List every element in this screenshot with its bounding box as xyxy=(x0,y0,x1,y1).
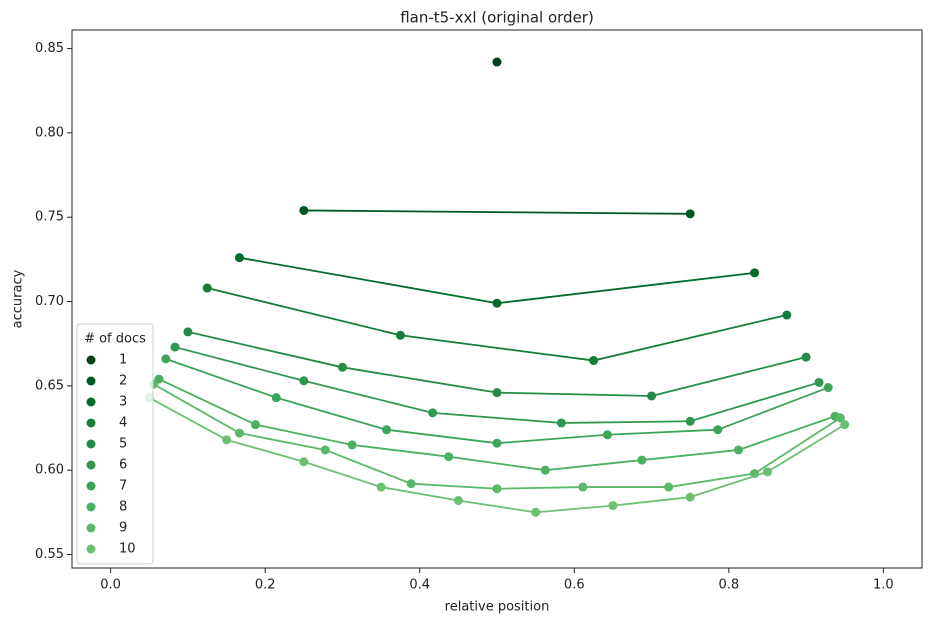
marker xyxy=(202,283,212,293)
marker xyxy=(492,438,502,448)
legend-label: 9 xyxy=(119,521,127,536)
marker xyxy=(664,482,674,492)
series-line xyxy=(207,287,787,362)
marker xyxy=(161,354,171,364)
legend-marker xyxy=(86,418,96,428)
marker xyxy=(299,376,309,386)
y-axis-label: accuracy xyxy=(11,269,26,328)
series-line xyxy=(174,346,820,424)
marker xyxy=(685,209,695,219)
legend-label: 2 xyxy=(119,374,127,389)
marker xyxy=(183,327,193,337)
legend-label: 7 xyxy=(119,479,127,494)
series-line xyxy=(148,396,846,514)
marker xyxy=(823,383,833,393)
marker xyxy=(347,440,357,450)
legend-marker xyxy=(86,376,96,386)
y-tick-label: 0.75 xyxy=(35,210,64,225)
marker xyxy=(685,492,695,502)
marker xyxy=(382,425,392,435)
marker xyxy=(251,420,261,430)
marker xyxy=(556,418,566,428)
x-axis-label: relative position xyxy=(445,600,550,615)
legend-label: 8 xyxy=(119,500,127,515)
legend-label: 6 xyxy=(119,458,127,473)
marker xyxy=(395,330,405,340)
y-tick-label: 0.60 xyxy=(35,463,64,478)
marker xyxy=(234,253,244,263)
marker xyxy=(782,310,792,320)
marker xyxy=(444,452,454,462)
x-tick-label: 0.8 xyxy=(718,578,739,593)
y-tick-label: 0.70 xyxy=(35,294,64,309)
legend-label: 1 xyxy=(119,353,127,368)
marker xyxy=(299,205,309,215)
marker xyxy=(814,377,824,387)
marker xyxy=(531,507,541,517)
marker xyxy=(540,465,550,475)
legend-marker xyxy=(86,544,96,554)
series-line xyxy=(303,209,691,215)
x-tick-label: 0.4 xyxy=(409,578,430,593)
x-tick-label: 0.2 xyxy=(255,578,276,593)
legend-marker xyxy=(86,502,96,512)
marker xyxy=(647,391,657,401)
legend-label: 4 xyxy=(119,416,127,431)
marker xyxy=(234,428,244,438)
marker xyxy=(428,408,438,418)
marker xyxy=(750,268,760,278)
legend-marker xyxy=(86,481,96,491)
y-tick-label: 0.80 xyxy=(35,125,64,140)
marker xyxy=(453,496,463,506)
legend-box xyxy=(76,323,154,565)
marker xyxy=(492,57,502,67)
marker xyxy=(733,445,743,455)
x-tick-label: 0.0 xyxy=(100,578,121,593)
marker xyxy=(271,393,281,403)
legend-marker xyxy=(86,355,96,365)
x-tick-label: 1.0 xyxy=(873,578,894,593)
marker xyxy=(320,445,330,455)
marker xyxy=(492,298,502,308)
marker xyxy=(637,455,647,465)
marker xyxy=(840,420,850,430)
marker xyxy=(762,467,772,477)
legend-label: 3 xyxy=(119,395,127,410)
marker xyxy=(801,352,811,362)
marker xyxy=(170,342,180,352)
legend-marker xyxy=(86,439,96,449)
marker xyxy=(376,482,386,492)
legend-marker xyxy=(86,397,96,407)
series-line xyxy=(158,378,836,472)
legend-title: # of docs xyxy=(84,332,146,347)
chart-title: flan-t5-xxl (original order) xyxy=(400,9,594,27)
marker xyxy=(608,501,618,511)
legend-marker xyxy=(86,523,96,533)
marker xyxy=(337,362,347,372)
marker xyxy=(685,416,695,426)
marker xyxy=(589,356,599,366)
marker xyxy=(492,388,502,398)
marker xyxy=(492,484,502,494)
plot-frame xyxy=(71,29,923,569)
marker xyxy=(602,430,612,440)
marker xyxy=(835,413,845,423)
marker xyxy=(406,479,416,489)
legend-label: 10 xyxy=(119,542,136,557)
legend-label: 5 xyxy=(119,437,127,452)
marker xyxy=(578,482,588,492)
marker xyxy=(222,435,232,445)
y-tick-label: 0.65 xyxy=(35,378,64,393)
legend-marker xyxy=(86,460,96,470)
x-tick-label: 0.6 xyxy=(564,578,585,593)
marker xyxy=(299,457,309,467)
y-tick-label: 0.55 xyxy=(35,547,64,562)
y-tick-label: 0.85 xyxy=(35,41,64,56)
marker xyxy=(713,425,723,435)
